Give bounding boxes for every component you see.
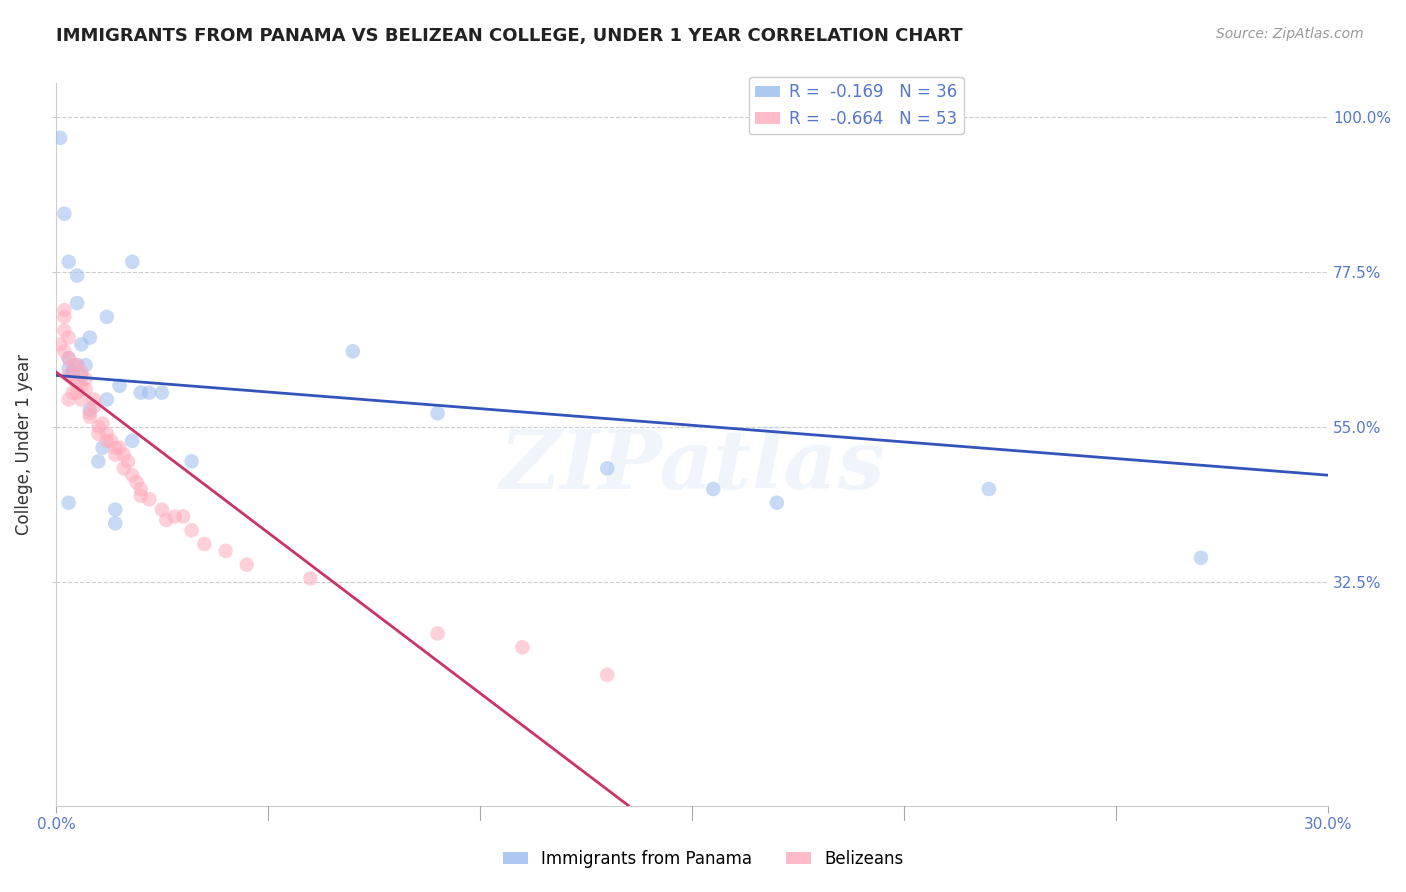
Point — [426, 406, 449, 420]
Text: Source: ZipAtlas.com: Source: ZipAtlas.com — [1216, 27, 1364, 41]
Point — [53, 310, 76, 324]
Point — [75, 382, 97, 396]
Point — [70, 392, 93, 407]
Point — [596, 668, 619, 682]
Point — [235, 558, 257, 572]
Point — [129, 482, 152, 496]
Point — [172, 509, 194, 524]
Point — [125, 475, 148, 489]
Point — [138, 492, 160, 507]
Point — [49, 131, 72, 145]
Point — [70, 337, 93, 351]
Point — [138, 385, 160, 400]
Point — [62, 372, 84, 386]
Point — [66, 358, 89, 372]
Legend: R =  -0.169   N = 36, R =  -0.664   N = 53: R = -0.169 N = 36, R = -0.664 N = 53 — [748, 77, 963, 135]
Point — [79, 330, 101, 344]
Point — [58, 392, 80, 407]
Point — [104, 441, 127, 455]
Point — [180, 523, 202, 537]
Y-axis label: College, Under 1 year: College, Under 1 year — [15, 353, 32, 535]
Point — [121, 468, 143, 483]
Point — [53, 303, 76, 318]
Point — [53, 324, 76, 338]
Point — [96, 392, 118, 407]
Point — [83, 400, 105, 414]
Point — [129, 385, 152, 400]
Text: ZIPatlas: ZIPatlas — [499, 425, 884, 506]
Point — [104, 502, 127, 516]
Point — [112, 448, 135, 462]
Legend: Immigrants from Panama, Belizeans: Immigrants from Panama, Belizeans — [496, 844, 910, 875]
Point — [62, 365, 84, 379]
Point — [79, 406, 101, 420]
Point — [58, 496, 80, 510]
Point — [104, 516, 127, 531]
Point — [53, 344, 76, 359]
Point — [87, 426, 110, 441]
Point — [108, 378, 131, 392]
Point — [180, 454, 202, 468]
Point — [91, 441, 114, 455]
Point — [163, 509, 186, 524]
Point — [87, 454, 110, 468]
Point — [121, 255, 143, 269]
Point — [79, 409, 101, 424]
Point — [112, 461, 135, 475]
Point — [100, 434, 122, 448]
Point — [66, 296, 89, 310]
Point — [702, 482, 724, 496]
Point — [75, 358, 97, 372]
Point — [58, 351, 80, 366]
Point — [66, 268, 89, 283]
Point — [96, 310, 118, 324]
Point — [342, 344, 364, 359]
Point — [58, 368, 80, 383]
Point — [70, 368, 93, 383]
Point — [117, 454, 139, 468]
Point — [96, 434, 118, 448]
Point — [66, 358, 89, 372]
Point — [58, 361, 80, 376]
Point — [1189, 550, 1212, 565]
Point — [49, 337, 72, 351]
Point — [512, 640, 534, 655]
Point — [129, 489, 152, 503]
Point — [91, 417, 114, 431]
Point — [79, 402, 101, 417]
Point — [299, 571, 322, 585]
Point — [150, 502, 173, 516]
Point — [70, 365, 93, 379]
Point — [66, 385, 89, 400]
Text: IMMIGRANTS FROM PANAMA VS BELIZEAN COLLEGE, UNDER 1 YEAR CORRELATION CHART: IMMIGRANTS FROM PANAMA VS BELIZEAN COLLE… — [56, 27, 963, 45]
Point — [766, 496, 789, 510]
Point — [108, 441, 131, 455]
Point — [155, 513, 177, 527]
Point — [87, 420, 110, 434]
Point — [121, 434, 143, 448]
Point — [58, 351, 80, 366]
Point — [70, 378, 93, 392]
Point — [596, 461, 619, 475]
Point — [193, 537, 215, 551]
Point — [75, 372, 97, 386]
Point — [214, 544, 236, 558]
Point — [83, 392, 105, 407]
Point — [62, 358, 84, 372]
Point — [53, 206, 76, 220]
Point — [66, 376, 89, 390]
Point — [426, 626, 449, 640]
Point — [977, 482, 1000, 496]
Point — [150, 385, 173, 400]
Point — [58, 255, 80, 269]
Point — [104, 448, 127, 462]
Point — [58, 330, 80, 344]
Point — [96, 426, 118, 441]
Point — [62, 365, 84, 379]
Point — [62, 385, 84, 400]
